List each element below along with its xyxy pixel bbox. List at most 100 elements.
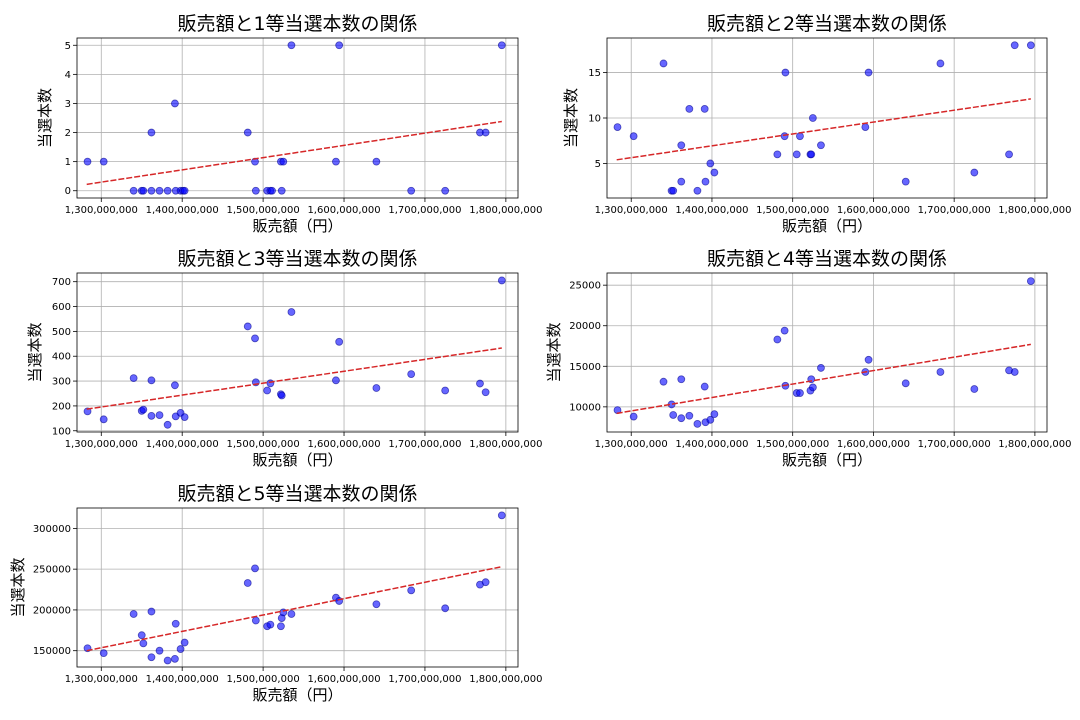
data-point: [710, 410, 719, 419]
x-tick-label: 1,500,000,000: [756, 205, 829, 216]
x-tick-label: 1,500,000,000: [227, 439, 300, 450]
data-point: [180, 186, 189, 195]
data-point: [1005, 150, 1013, 159]
x-tick-label: 1,500,000,000: [227, 674, 300, 685]
data-point: [155, 411, 164, 420]
data-point: [808, 114, 817, 122]
data-point: [268, 186, 276, 195]
x-axis-label: 販売額（円）: [252, 686, 342, 704]
data-point: [792, 150, 801, 159]
data-point: [817, 141, 825, 150]
data-point: [669, 411, 678, 419]
data-point: [808, 383, 817, 392]
data-point: [901, 177, 910, 186]
data-point: [1010, 368, 1019, 376]
plot-area: [77, 273, 518, 432]
data-point: [139, 639, 148, 648]
data-point: [251, 564, 259, 573]
data-point: [659, 377, 668, 386]
x-tick-label: 1,600,000,000: [307, 674, 380, 685]
x-tick-label: 1,600,000,000: [837, 439, 910, 450]
trend-line: [616, 343, 1031, 415]
y-axis-label: 当選本数: [9, 557, 27, 617]
x-tick-label: 1,500,000,000: [227, 205, 300, 216]
data-point: [407, 586, 416, 595]
x-tick-label: 1,800,000,000: [469, 674, 542, 685]
y-tick-label: 0: [65, 186, 71, 197]
data-point: [613, 123, 622, 131]
y-tick-label: 20000: [569, 321, 601, 332]
data-point: [266, 620, 275, 629]
y-tick-label: 10000: [569, 402, 601, 413]
data-point: [251, 616, 260, 625]
x-tick-label: 1,700,000,000: [918, 205, 991, 216]
data-point: [677, 414, 686, 423]
chart-title: 販売額と5等当選本数の関係: [177, 483, 417, 505]
data-point: [147, 411, 156, 420]
data-point: [700, 105, 709, 113]
data-point: [700, 382, 709, 391]
trend-line: [616, 98, 1031, 161]
x-tick-label: 1,800,000,000: [469, 439, 542, 450]
x-axis-label: 販売額（円）: [252, 451, 342, 469]
data-point: [155, 186, 164, 195]
data-point: [773, 335, 782, 344]
data-point: [171, 381, 179, 390]
data-point: [277, 622, 285, 631]
y-axis-label: 当選本数: [36, 88, 54, 148]
x-tick-label: 1,700,000,000: [388, 205, 461, 216]
x-tick-label: 1,300,000,000: [65, 205, 138, 216]
data-point: [163, 186, 172, 195]
y-tick-label: 700: [52, 277, 71, 288]
plot-frame: [76, 37, 519, 199]
data-point: [139, 186, 148, 195]
data-point: [147, 653, 156, 662]
data-point: [83, 157, 92, 166]
data-point: [677, 177, 686, 186]
x-tick-label: 1,300,000,000: [65, 674, 138, 685]
chart-5: 1,300,000,000 1,400,000,000 1,500,000,000 1…: [9, 483, 542, 704]
y-tick-label: 300: [52, 377, 71, 388]
y-tick-label: 15: [588, 68, 601, 79]
data-point: [441, 604, 450, 613]
plot-frame: [76, 272, 519, 433]
x-tick-label: 1,300,000,000: [595, 205, 668, 216]
data-point: [481, 578, 490, 587]
data-point: [277, 391, 286, 400]
data-point: [1026, 41, 1035, 50]
y-tick-label: 600: [52, 302, 71, 313]
x-tick-label: 1,300,000,000: [65, 439, 138, 450]
y-tick-label: 250000: [33, 565, 71, 576]
data-point: [629, 132, 638, 141]
data-point: [970, 385, 979, 393]
data-point: [163, 656, 172, 665]
data-point: [251, 334, 259, 343]
data-point: [497, 511, 506, 520]
y-tick-label: 200000: [33, 605, 71, 616]
data-point: [171, 619, 180, 628]
y-tick-label: 100: [52, 426, 71, 437]
y-axis-label: 当選本数: [545, 322, 563, 382]
x-tick-label: 1,600,000,000: [307, 439, 380, 450]
data-point: [287, 41, 296, 50]
y-tick-label: 10: [588, 114, 601, 125]
data-point: [864, 68, 873, 77]
x-tick-label: 1,600,000,000: [307, 205, 380, 216]
y-tick-label: 200: [52, 401, 71, 412]
data-point: [629, 412, 638, 421]
chart-title: 販売額と3等当選本数の関係: [177, 248, 417, 270]
plot-frame: [76, 507, 519, 668]
data-point: [780, 326, 789, 335]
data-point: [441, 386, 450, 395]
x-tick-label: 1,300,000,000: [595, 439, 668, 450]
data-point: [701, 177, 710, 186]
plot-area: [77, 508, 518, 667]
x-tick-label: 1,400,000,000: [675, 205, 748, 216]
y-tick-label: 2: [65, 128, 71, 139]
data-point: [266, 379, 275, 388]
x-tick-label: 1,800,000,000: [469, 205, 542, 216]
data-point: [147, 186, 156, 195]
data-point: [243, 322, 252, 331]
x-tick-label: 1,500,000,000: [756, 439, 829, 450]
data-point: [864, 355, 873, 364]
